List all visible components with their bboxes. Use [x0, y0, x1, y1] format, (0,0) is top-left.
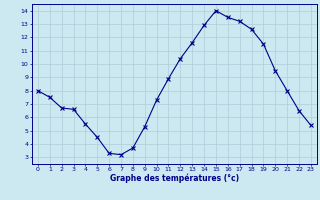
X-axis label: Graphe des températures (°c): Graphe des températures (°c)	[110, 174, 239, 183]
